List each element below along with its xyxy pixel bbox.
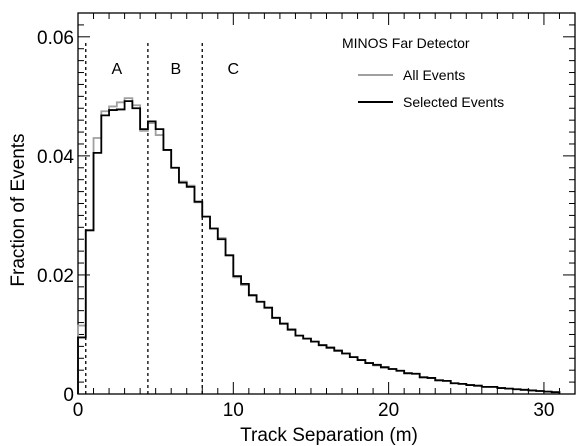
y-tick-label: 0.02 [37, 266, 74, 287]
region-dividers: A B C [85, 43, 240, 394]
legend-title: MINOS Far Detector [342, 35, 470, 51]
x-axis-label: Track Separation (m) [240, 425, 418, 446]
tick-marks [77, 12, 576, 395]
x-tick-label: 20 [378, 400, 399, 421]
region-label: B [171, 61, 182, 78]
plot-frame [77, 12, 576, 395]
legend: MINOS Far Detector All Events Selected E… [342, 35, 504, 110]
region-label: A [111, 61, 122, 78]
y-axis-label: Fraction of Events [8, 133, 29, 286]
tick-labels: 0 10 20 30 0 0.02 0.04 0.06 [37, 28, 554, 421]
series-line-selected-events [77, 100, 561, 394]
legend-label-all-events: All Events [403, 67, 465, 83]
series-line-all-events [77, 97, 561, 394]
x-tick-label: 30 [533, 400, 554, 421]
y-tick-label: 0.06 [37, 28, 74, 49]
y-tick-label: 0 [63, 385, 74, 406]
series-group [77, 97, 561, 394]
y-tick-label: 0.04 [37, 147, 74, 168]
region-label: C [228, 61, 240, 78]
x-tick-label: 10 [223, 400, 244, 421]
legend-label-selected-events: Selected Events [403, 94, 504, 110]
x-tick-label: 0 [73, 400, 84, 421]
